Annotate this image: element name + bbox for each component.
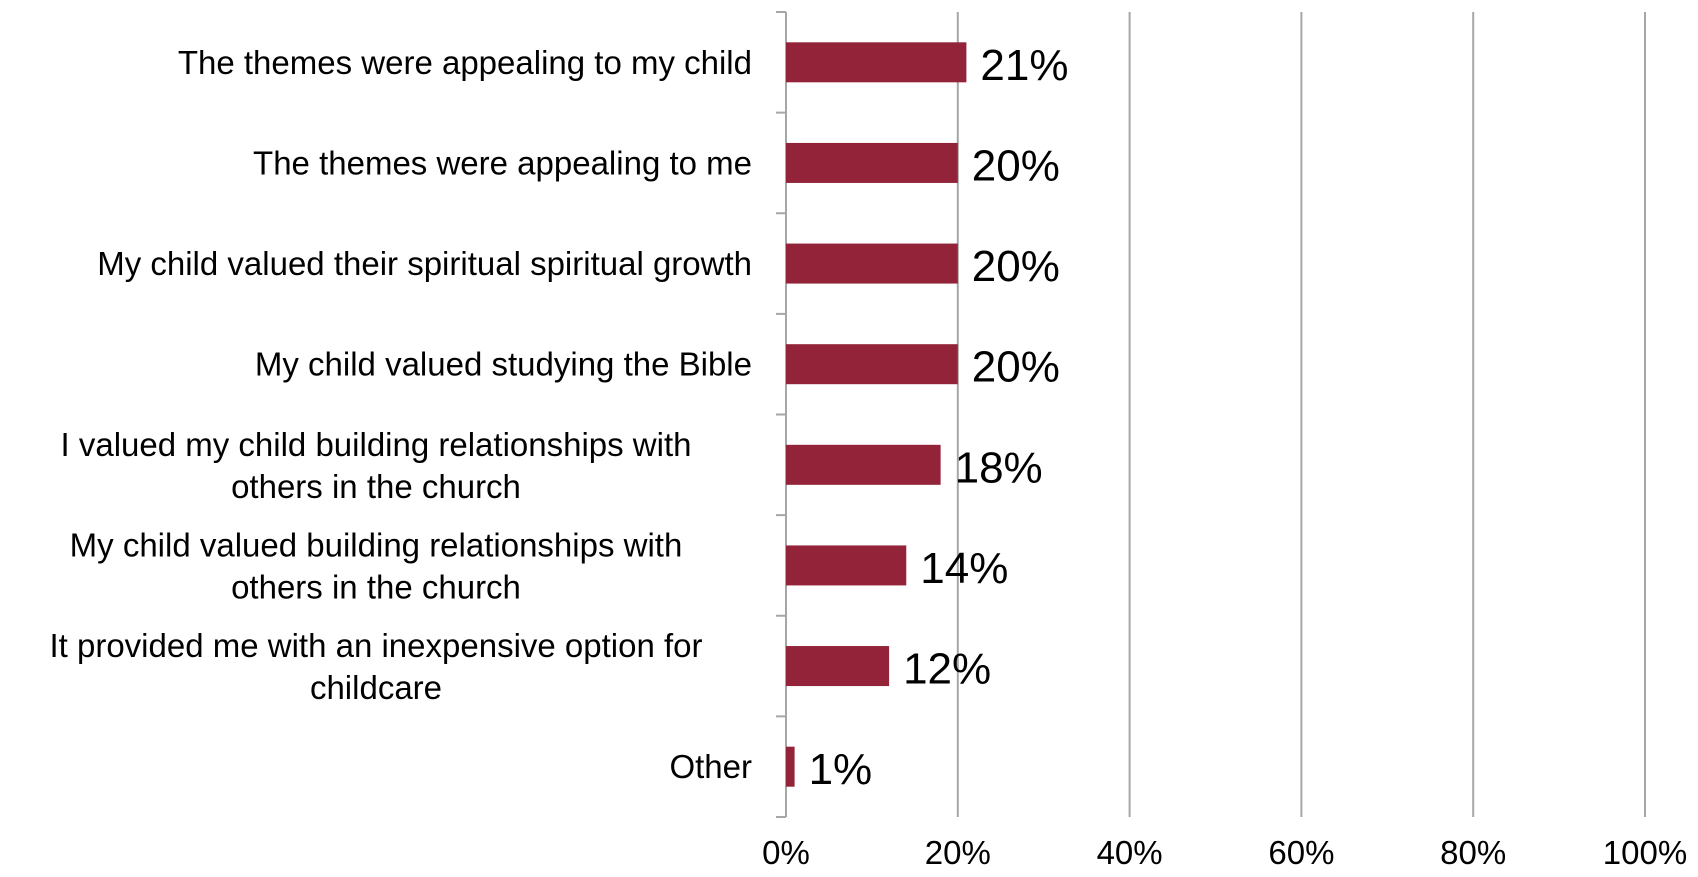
category-label: It provided me with an inexpensive optio… <box>49 627 702 706</box>
data-label: 20% <box>972 141 1060 190</box>
category-label-line: others in the church <box>231 568 521 605</box>
y-axis <box>776 11 787 818</box>
data-label: 21% <box>980 41 1068 90</box>
data-labels: 21% 20% 20% 20% 18% 14% 12% 1% <box>809 41 1069 794</box>
x-tick-label: 0% <box>762 834 810 871</box>
data-label: 20% <box>972 242 1060 291</box>
data-label: 1% <box>809 745 873 794</box>
category-label-line: others in the church <box>231 467 521 504</box>
category-label: I valued my child building relationships… <box>61 425 692 504</box>
category-label: Other <box>669 748 752 785</box>
data-label: 18% <box>955 443 1043 492</box>
x-tick-label: 80% <box>1440 834 1506 871</box>
data-label: 20% <box>972 343 1060 392</box>
x-tick-label: 40% <box>1097 834 1163 871</box>
data-label: 12% <box>903 645 991 694</box>
x-tick-label: 100% <box>1603 834 1687 871</box>
category-label-line: It provided me with an inexpensive optio… <box>49 627 702 664</box>
category-label: My child valued building relationships w… <box>70 526 683 605</box>
data-label: 14% <box>920 544 1008 593</box>
bar <box>786 142 958 183</box>
bar <box>786 42 967 83</box>
x-tick-label: 60% <box>1268 834 1334 871</box>
category-labels: The themes were appealing to my child The… <box>49 44 752 785</box>
bar <box>786 344 958 385</box>
x-tick-labels: 0% 20% 40% 60% 80% 100% <box>762 834 1687 871</box>
category-label: My child valued studying the Bible <box>255 346 752 383</box>
x-tick-label: 20% <box>925 834 991 871</box>
bar <box>786 746 795 787</box>
bars <box>786 42 967 787</box>
bar <box>786 243 958 284</box>
category-label: My child valued their spiritual spiritua… <box>97 245 752 282</box>
bar <box>786 444 941 485</box>
category-label: The themes were appealing to my child <box>178 44 752 81</box>
bar <box>786 646 890 687</box>
category-label-line: I valued my child building relationships… <box>61 425 692 462</box>
category-label-line: My child valued building relationships w… <box>70 526 683 563</box>
gridlines <box>956 12 1646 817</box>
category-label-line: childcare <box>310 669 442 706</box>
category-label: The themes were appealing to me <box>253 144 752 181</box>
bar <box>786 545 907 586</box>
